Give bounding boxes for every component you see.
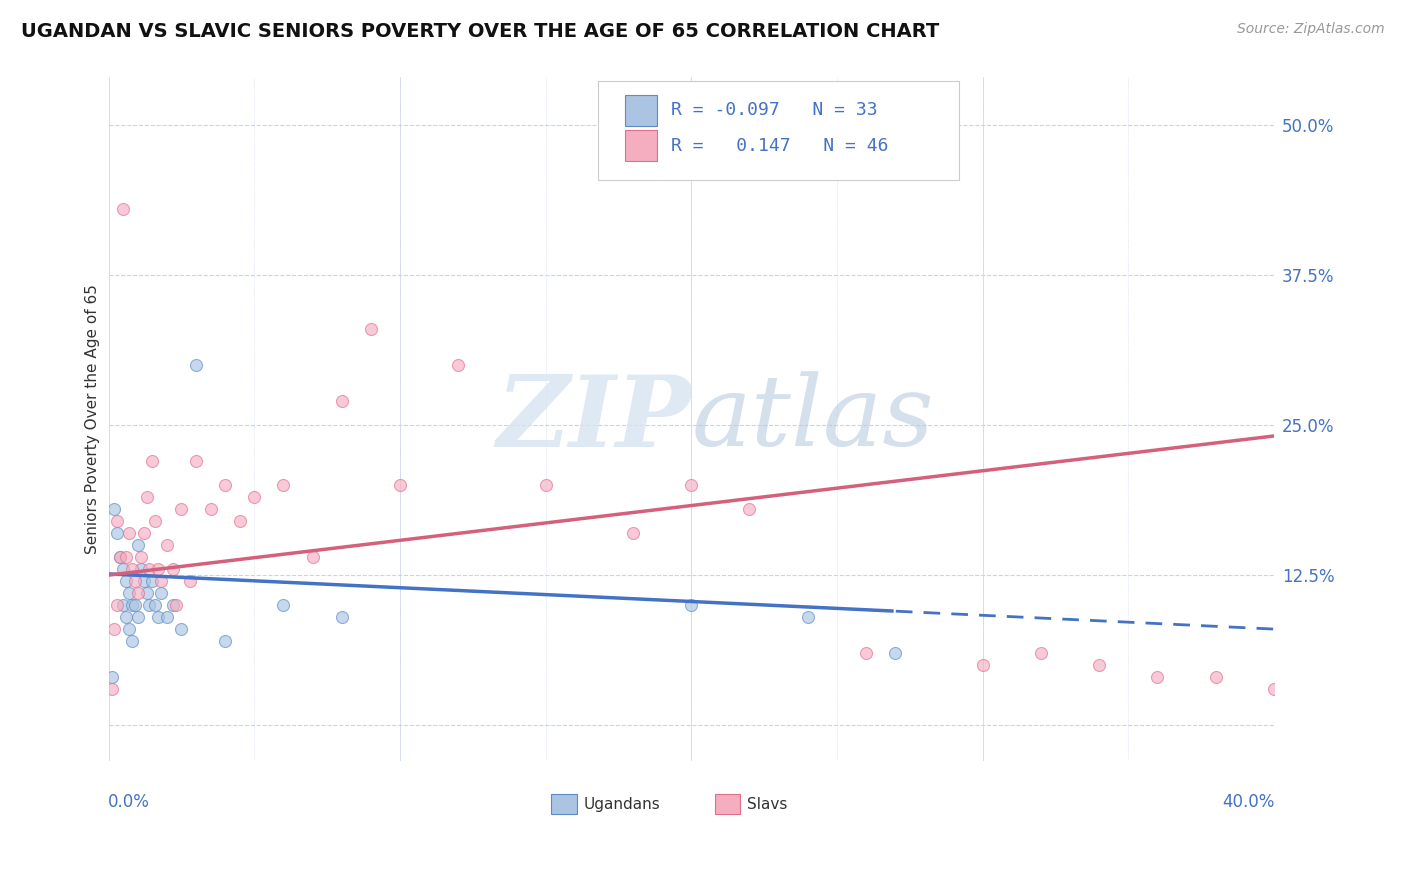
Point	[621, 526, 644, 541]
Point	[330, 394, 353, 409]
Bar	[624, 95, 658, 126]
Point	[214, 478, 236, 492]
Text: Ugandans: Ugandans	[583, 797, 661, 812]
Point	[129, 550, 152, 565]
Point	[127, 586, 149, 600]
Point	[534, 478, 557, 492]
Point	[121, 562, 143, 576]
Point	[170, 502, 193, 516]
Bar	[624, 130, 658, 161]
FancyBboxPatch shape	[598, 81, 959, 180]
Point	[118, 586, 141, 600]
Point	[100, 681, 122, 696]
Point	[179, 574, 201, 588]
Point	[121, 634, 143, 648]
Point	[1263, 681, 1285, 696]
Point	[115, 550, 138, 565]
Point	[118, 526, 141, 541]
Point	[855, 646, 877, 660]
Point	[124, 574, 146, 588]
Point	[162, 598, 184, 612]
Point	[100, 670, 122, 684]
Point	[738, 502, 761, 516]
Point	[112, 562, 135, 576]
Point	[184, 358, 207, 372]
Point	[132, 526, 155, 541]
Point	[118, 622, 141, 636]
Point	[1146, 670, 1168, 684]
Point	[214, 634, 236, 648]
Point	[110, 550, 132, 565]
Point	[103, 622, 125, 636]
Point	[141, 574, 163, 588]
Text: 40.0%: 40.0%	[1223, 793, 1275, 811]
Point	[184, 454, 207, 468]
Point	[121, 598, 143, 612]
Point	[115, 610, 138, 624]
Point	[156, 538, 179, 552]
Point	[156, 610, 179, 624]
Point	[884, 646, 907, 660]
Text: R = -0.097   N = 33: R = -0.097 N = 33	[672, 102, 877, 120]
Point	[1029, 646, 1052, 660]
Point	[112, 598, 135, 612]
Point	[681, 598, 703, 612]
Point	[141, 454, 163, 468]
Point	[273, 478, 295, 492]
Text: atlas: atlas	[692, 372, 934, 467]
Point	[110, 550, 132, 565]
Point	[146, 610, 169, 624]
Point	[388, 478, 411, 492]
Point	[127, 538, 149, 552]
Point	[972, 658, 994, 673]
Point	[170, 622, 193, 636]
Point	[124, 598, 146, 612]
Point	[135, 490, 157, 504]
Point	[103, 502, 125, 516]
Point	[273, 598, 295, 612]
Y-axis label: Seniors Poverty Over the Age of 65: Seniors Poverty Over the Age of 65	[86, 285, 100, 554]
Point	[1088, 658, 1111, 673]
Text: ZIP: ZIP	[496, 371, 692, 467]
Point	[112, 202, 135, 217]
Text: Source: ZipAtlas.com: Source: ZipAtlas.com	[1237, 22, 1385, 37]
Point	[143, 514, 166, 528]
Point	[150, 586, 173, 600]
Point	[165, 598, 187, 612]
Point	[162, 562, 184, 576]
Point	[301, 550, 323, 565]
Point	[105, 514, 128, 528]
Point	[138, 598, 160, 612]
Text: UGANDAN VS SLAVIC SENIORS POVERTY OVER THE AGE OF 65 CORRELATION CHART: UGANDAN VS SLAVIC SENIORS POVERTY OVER T…	[21, 22, 939, 41]
Point	[243, 490, 266, 504]
Point	[360, 322, 382, 336]
Point	[115, 574, 138, 588]
Point	[330, 610, 353, 624]
Text: R =   0.147   N = 46: R = 0.147 N = 46	[672, 136, 889, 155]
Point	[796, 610, 818, 624]
Bar	[551, 794, 576, 814]
Point	[105, 526, 128, 541]
Point	[150, 574, 173, 588]
Bar	[714, 794, 740, 814]
Point	[127, 610, 149, 624]
Point	[143, 598, 166, 612]
Point	[1205, 670, 1227, 684]
Point	[105, 598, 128, 612]
Point	[200, 502, 222, 516]
Text: Slavs: Slavs	[747, 797, 787, 812]
Text: 0.0%: 0.0%	[107, 793, 149, 811]
Point	[228, 514, 250, 528]
Point	[146, 562, 169, 576]
Point	[138, 562, 160, 576]
Point	[129, 562, 152, 576]
Point	[135, 586, 157, 600]
Point	[447, 358, 470, 372]
Point	[681, 478, 703, 492]
Point	[132, 574, 155, 588]
